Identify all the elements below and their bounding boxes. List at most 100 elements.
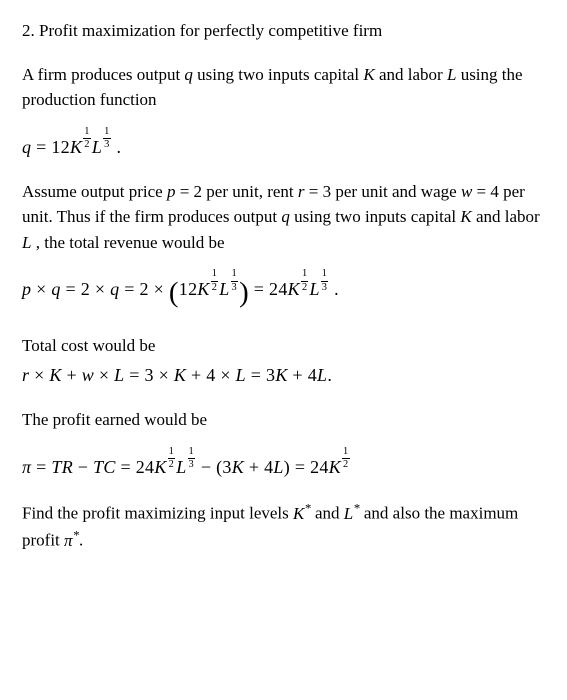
frac-den: 2: [301, 282, 309, 293]
op-times: ×: [31, 279, 51, 299]
text: .: [329, 279, 339, 299]
exponent-half: 12: [342, 447, 350, 471]
var-w: w: [82, 365, 94, 385]
frac-num: 1: [103, 127, 111, 139]
op-eq: =: [119, 279, 139, 299]
op-eq: =: [116, 457, 136, 477]
paragraph-1: A firm produces output q using two input…: [22, 62, 545, 113]
var-r: r: [298, 182, 305, 201]
op-plus: +: [62, 365, 82, 385]
op-times: ×: [154, 365, 174, 385]
equation-profit: π = TR − TC = 24K12L13 − (3K + 4L) = 24K…: [22, 447, 545, 481]
paragraph-5: Find the profit maximizing input levels …: [22, 499, 545, 553]
num: 3: [145, 365, 154, 385]
exponent-half: 12: [168, 447, 176, 471]
paragraph-4: The profit earned would be: [22, 407, 545, 433]
text: .: [112, 137, 122, 157]
paren-close: ): [239, 277, 249, 309]
frac-num: 1: [83, 127, 91, 139]
op-minus: −: [73, 457, 93, 477]
text: and labor: [375, 65, 447, 84]
var-K: K: [174, 365, 186, 385]
num: 3: [266, 365, 275, 385]
var-q: q: [22, 137, 31, 157]
op-times: ×: [90, 279, 110, 299]
frac-num: 1: [211, 269, 219, 281]
op-eq: =: [31, 457, 51, 477]
op-plus: +: [244, 457, 264, 477]
var-q: q: [281, 207, 290, 226]
exponent-third: 13: [103, 127, 111, 151]
op-times: ×: [149, 279, 169, 299]
var-K: K: [288, 279, 300, 299]
var-TC: TC: [93, 457, 116, 477]
text: .: [79, 531, 83, 550]
num: 3: [222, 457, 231, 477]
num: 12: [51, 137, 70, 157]
op-eq: =: [249, 279, 269, 299]
equation-production-function: q = 12K12L13 .: [22, 127, 545, 161]
op-eq: =: [290, 457, 310, 477]
equation-total-cost: r × K + w × L = 3 × K + 4 × L = 3K + 4L.: [22, 362, 545, 389]
paren-open: (: [169, 277, 179, 309]
var-L: L: [92, 137, 102, 157]
text: and: [311, 504, 344, 523]
exponent-third: 13: [321, 269, 329, 293]
num: 4: [264, 457, 273, 477]
var-L: L: [317, 365, 327, 385]
op-times: ×: [94, 365, 114, 385]
frac-den: 2: [342, 459, 350, 470]
var-K: K: [49, 365, 61, 385]
exponent-half: 12: [211, 269, 219, 293]
num: 4: [308, 365, 317, 385]
num: 2: [140, 279, 149, 299]
exponent-third: 13: [188, 447, 196, 471]
paragraph-2: Assume output price p = 2 per unit, rent…: [22, 179, 545, 256]
text: Assume output price: [22, 182, 167, 201]
var-K: K: [154, 457, 166, 477]
var-p: p: [22, 279, 31, 299]
exponent-third: 13: [231, 269, 239, 293]
op-minus: −: [196, 457, 216, 477]
op-eq: =: [175, 182, 193, 201]
op-eq: =: [31, 137, 51, 157]
var-Kstar: K*: [293, 504, 311, 523]
num: 2: [81, 279, 90, 299]
var-K: K: [275, 365, 287, 385]
frac-num: 1: [188, 447, 196, 459]
op-eq: =: [124, 365, 144, 385]
var-K: K: [460, 207, 471, 226]
frac-num: 1: [168, 447, 176, 459]
num: 4: [490, 182, 499, 201]
op-plus: +: [186, 365, 206, 385]
exponent-half: 12: [83, 127, 91, 151]
frac-den: 2: [83, 139, 91, 150]
op-eq: =: [61, 279, 81, 299]
equation-total-revenue: p × q = 2 × q = 2 × (12K12L13) = 24K12L1…: [22, 269, 545, 315]
op-eq: =: [472, 182, 490, 201]
var-L: L: [344, 504, 353, 523]
frac-den: 3: [321, 282, 329, 293]
var-L: L: [219, 279, 229, 299]
var-K: K: [197, 279, 209, 299]
frac-den: 2: [211, 282, 219, 293]
var-TR: TR: [51, 457, 73, 477]
text: A firm produces output: [22, 65, 184, 84]
num: 24: [310, 457, 329, 477]
frac-num: 1: [321, 269, 329, 281]
var-L: L: [273, 457, 283, 477]
var-L: L: [236, 365, 246, 385]
frac-den: 3: [103, 139, 111, 150]
var-L: L: [176, 457, 186, 477]
num: 4: [206, 365, 215, 385]
op-plus: +: [288, 365, 308, 385]
frac-den: 3: [188, 459, 196, 470]
var-K: K: [329, 457, 341, 477]
op-eq: =: [305, 182, 323, 201]
var-pi: π: [64, 531, 73, 550]
var-K: K: [232, 457, 244, 477]
paragraph-3: Total cost would be: [22, 333, 545, 359]
op-times: ×: [216, 365, 236, 385]
text: Find the profit maximizing input levels: [22, 504, 293, 523]
num: 2: [194, 182, 203, 201]
